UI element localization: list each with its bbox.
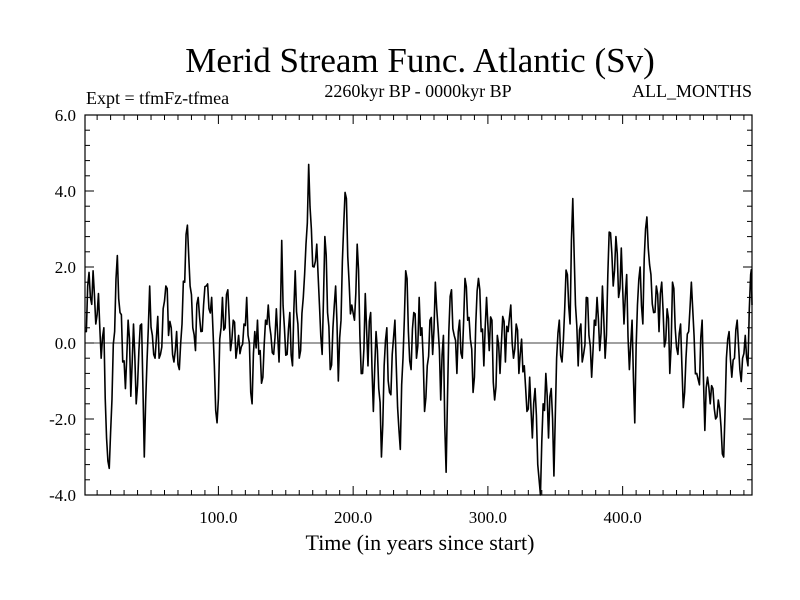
axis-ticks: 100.0 200.0 300.0 400.0 -4.0 -2.0 0.0 2.0 4.0 6.0 <box>49 106 752 527</box>
chart-title: Merid Stream Func. Atlantic (Sv) <box>185 41 655 80</box>
x-tick-label: 100.0 <box>199 508 237 527</box>
y-tick-label: 0.0 <box>55 334 76 353</box>
plot-area <box>85 163 753 496</box>
x-tick-label: 400.0 <box>604 508 642 527</box>
y-tick-label: -4.0 <box>49 486 76 505</box>
y-tick-label: 2.0 <box>55 258 76 277</box>
experiment-label: Expt = tfmFz-tfmea <box>86 88 229 108</box>
chart-subtitle: 2260kyr BP - 0000kyr BP <box>324 81 511 101</box>
y-tick-label: -2.0 <box>49 410 76 429</box>
series-line <box>85 163 753 496</box>
plot-frame <box>84 114 753 496</box>
y-tick-label: 6.0 <box>55 106 76 125</box>
x-axis-label: Time (in years since start) <box>306 530 535 555</box>
x-tick-label: 300.0 <box>469 508 507 527</box>
x-tick-label: 200.0 <box>334 508 372 527</box>
months-label: ALL_MONTHS <box>632 81 752 101</box>
y-tick-label: 4.0 <box>55 182 76 201</box>
